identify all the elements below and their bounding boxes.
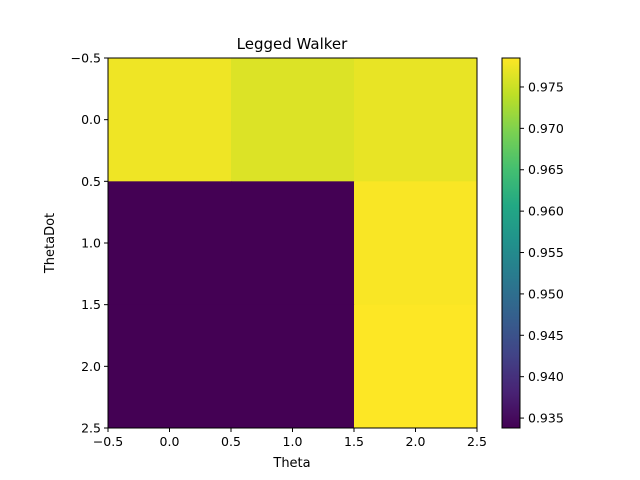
heatmap-cell [231,58,355,182]
x-tick-label: 1.5 [344,434,364,449]
y-tick-label: 1.0 [81,236,101,251]
y-tick-label: 2.0 [81,359,101,374]
x-axis-label: Theta [272,456,310,471]
colorbar-tick-label: 0.955 [528,245,564,260]
heatmap-cell [231,181,355,306]
y-tick-label: 0.5 [81,174,101,189]
colorbar [501,57,521,429]
y-tick-label: 1.5 [81,297,101,312]
y-axis: −0.5 0.0 0.5 1.0 1.5 2.0 2.5 [71,51,108,436]
x-tick-label: 1.0 [283,434,303,449]
y-tick-label: −0.5 [71,51,101,66]
colorbar-tick-label: 0.940 [528,369,564,384]
colorbar-ticks: 0.935 0.940 0.945 0.950 0.955 0.960 0.965 0.970… [520,79,564,426]
y-tick-label: 0.0 [81,112,101,127]
colorbar-tick-label: 0.950 [528,286,564,301]
x-tick-label: 2.5 [467,434,487,449]
x-tick-label: −0.5 [93,434,123,449]
colorbar-tick-label: 0.975 [528,79,564,94]
colorbar-tick-label: 0.970 [528,121,564,136]
heatmap-cell [354,58,478,182]
x-axis: −0.5 0.0 0.5 1.0 1.5 2.0 2.5 [93,428,487,449]
chart-title: Legged Walker [237,35,348,53]
heatmap-cell [231,304,355,429]
x-tick-label: 2.0 [406,434,426,449]
colorbar-tick-label: 0.945 [528,328,564,343]
colorbar-tick-label: 0.965 [528,162,564,177]
colorbar-tick-label: 0.960 [528,204,564,219]
heatmap-cells [108,58,478,429]
heatmap-cell [354,181,478,306]
heatmap-cell [108,58,232,182]
x-tick-label: 0.0 [160,434,180,449]
heatmap-cell [108,181,232,306]
y-tick-label: 2.5 [81,421,101,436]
x-tick-label: 0.5 [221,434,241,449]
heatmap-cell [108,304,232,429]
y-axis-label: ThetaDot [43,213,58,274]
colorbar-tick-label: 0.935 [528,411,564,426]
heatmap-cell [354,304,478,429]
